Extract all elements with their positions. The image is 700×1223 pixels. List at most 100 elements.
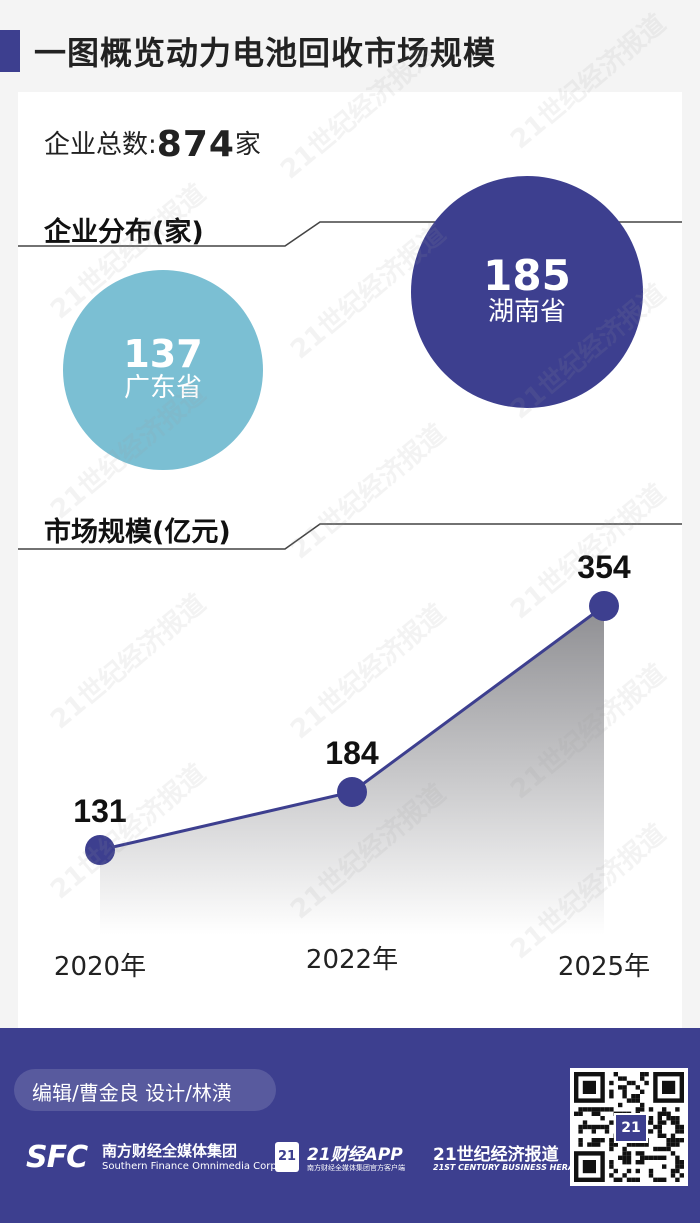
brand-21herald-english: 21ST CENTURY BUSINESS HERALD	[433, 1163, 586, 1172]
qr-module	[670, 1142, 676, 1147]
qr-module	[578, 1129, 583, 1134]
bubble-guangdong-value: 137	[123, 332, 203, 377]
qr-module	[666, 1142, 671, 1147]
qr-module	[574, 1111, 579, 1116]
bubble-hunan-value: 185	[483, 251, 571, 301]
qr-module	[670, 1120, 676, 1125]
qr-module	[635, 1098, 640, 1103]
qr-module	[662, 1155, 667, 1160]
qr-module	[631, 1177, 636, 1182]
qr-module	[604, 1107, 610, 1112]
qr-module	[591, 1107, 596, 1112]
qr-module	[635, 1107, 640, 1112]
total-unit: 家	[234, 130, 261, 160]
qr-module	[626, 1160, 632, 1165]
market-divider	[18, 523, 682, 550]
qr-module	[657, 1120, 662, 1125]
qr-module	[626, 1151, 632, 1156]
distribution-title: 企业分布(家)	[44, 217, 204, 248]
qr-module	[662, 1146, 667, 1152]
total-companies: 企业总数:874家	[44, 124, 261, 165]
qr-module	[635, 1142, 640, 1147]
qr-module	[613, 1177, 618, 1182]
qr-module	[622, 1173, 627, 1178]
qr-module	[653, 1177, 658, 1182]
qr-module	[648, 1107, 654, 1112]
qr-module	[604, 1129, 610, 1134]
qr-module	[675, 1164, 680, 1169]
brand-sfc-name: 南方财经全媒体集团	[102, 1142, 238, 1160]
qr-module	[640, 1160, 645, 1165]
qr-module	[591, 1138, 596, 1143]
brand-21herald-name: 21世纪经济报道	[433, 1145, 559, 1165]
qr-module	[662, 1120, 667, 1125]
qr-module	[582, 1124, 588, 1130]
credits-text: 编辑/曹金良 设计/林潢	[32, 1081, 232, 1105]
qr-module	[609, 1160, 614, 1165]
qr-module	[670, 1173, 676, 1178]
qr-module	[640, 1142, 645, 1147]
qr-module	[640, 1102, 645, 1108]
sfc-logo-icon: SFC	[26, 1140, 88, 1175]
qr-code-icon[interactable]: 21	[570, 1068, 688, 1186]
qr-module	[653, 1124, 658, 1130]
qr-module	[640, 1155, 645, 1160]
qr-module	[635, 1151, 640, 1156]
market-title: 市场规模(亿元)	[44, 517, 231, 548]
qr-module	[587, 1107, 592, 1112]
qr-module	[613, 1168, 618, 1174]
qr-module	[679, 1138, 684, 1143]
header: 一图概览动力电池回收市场规模	[0, 0, 700, 100]
qr-module	[662, 1133, 667, 1138]
qr-module	[670, 1168, 676, 1174]
qr-module	[657, 1129, 662, 1134]
qr-module	[679, 1160, 684, 1165]
qr-module	[600, 1116, 605, 1121]
qr-module	[635, 1085, 640, 1090]
qr-module	[644, 1142, 649, 1147]
qr-module	[657, 1124, 662, 1130]
qr-module	[657, 1155, 662, 1160]
bubble-hunan: 185 湖南省	[411, 176, 643, 408]
qr-module	[596, 1138, 601, 1143]
qr-module	[635, 1168, 640, 1174]
qr-module	[626, 1177, 632, 1182]
qr-module	[618, 1155, 623, 1160]
data-point-2020年	[85, 835, 115, 865]
qr-module	[578, 1111, 583, 1116]
qr-module	[675, 1142, 680, 1147]
qr-module	[640, 1089, 645, 1094]
total-value: 874	[156, 124, 235, 165]
qr-module	[626, 1168, 632, 1174]
qr-module	[635, 1177, 640, 1182]
qr-module	[653, 1146, 658, 1152]
qr-module	[613, 1072, 618, 1077]
qr-module	[657, 1111, 662, 1116]
qr-module	[578, 1142, 583, 1147]
qr-module	[622, 1089, 627, 1094]
qr-module	[675, 1160, 680, 1165]
total-label: 企业总数:	[44, 130, 157, 160]
qr-module	[657, 1116, 662, 1121]
bubble-hunan-label: 湖南省	[487, 297, 566, 328]
qr-module	[675, 1155, 680, 1160]
qr-module	[666, 1146, 671, 1152]
qr-module	[631, 1094, 636, 1099]
qr-module	[675, 1138, 680, 1143]
qr-module	[640, 1107, 645, 1112]
qr-module	[591, 1142, 596, 1147]
qr-module	[670, 1133, 676, 1138]
x-tick-label-0: 2020年	[54, 952, 146, 982]
qr-module	[631, 1098, 636, 1103]
qr-module	[591, 1111, 596, 1116]
qr-module	[670, 1116, 676, 1121]
qr-module	[653, 1155, 658, 1160]
qr-module	[626, 1142, 632, 1147]
qr-module	[675, 1177, 680, 1182]
brand-sfc-english: Southern Finance Omnimedia Corp.	[102, 1161, 280, 1172]
area-fill	[100, 606, 604, 935]
qr-module	[622, 1160, 627, 1165]
qr-module	[578, 1138, 583, 1143]
qr-module	[618, 1102, 623, 1108]
qr-module	[609, 1094, 614, 1099]
